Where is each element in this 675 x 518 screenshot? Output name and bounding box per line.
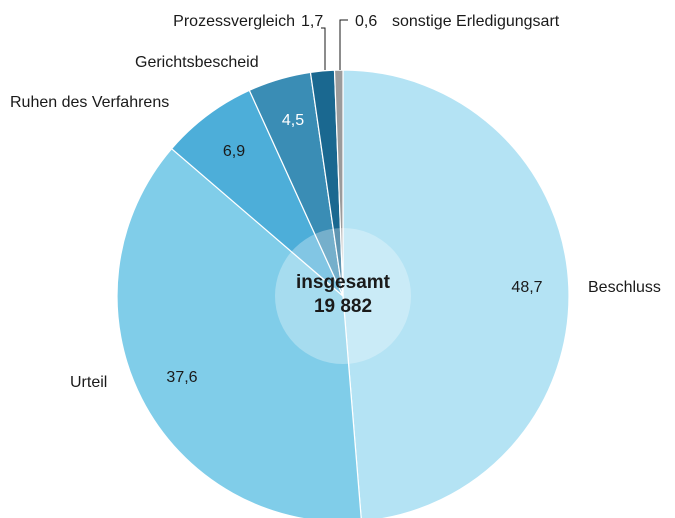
slice-label: Gerichtsbescheid <box>135 54 259 71</box>
center-disc <box>275 228 411 364</box>
value-label: 1,7 <box>301 13 323 30</box>
slice-label: Urteil <box>70 374 107 391</box>
value-label: 6,9 <box>223 143 245 160</box>
slice-label: Prozessvergleich <box>173 13 295 30</box>
value-label: 0,6 <box>355 13 377 30</box>
slice-label: Beschluss <box>588 279 661 296</box>
slice-label: Ruhen des Verfahrens <box>10 94 169 111</box>
value-label: 4,5 <box>282 112 304 129</box>
leader-line <box>339 19 348 70</box>
pie-slice <box>116 147 362 518</box>
value-label: 48,7 <box>511 279 542 296</box>
center-total: 19 882 <box>314 296 372 317</box>
value-label: 37,6 <box>166 369 197 386</box>
leader-line <box>321 27 326 70</box>
pie <box>116 69 570 518</box>
pie-slice <box>333 69 344 297</box>
pie-slice <box>342 69 570 518</box>
center-title: insgesamt <box>296 272 391 293</box>
slice-label: sonstige Erledigungsart <box>392 13 560 30</box>
